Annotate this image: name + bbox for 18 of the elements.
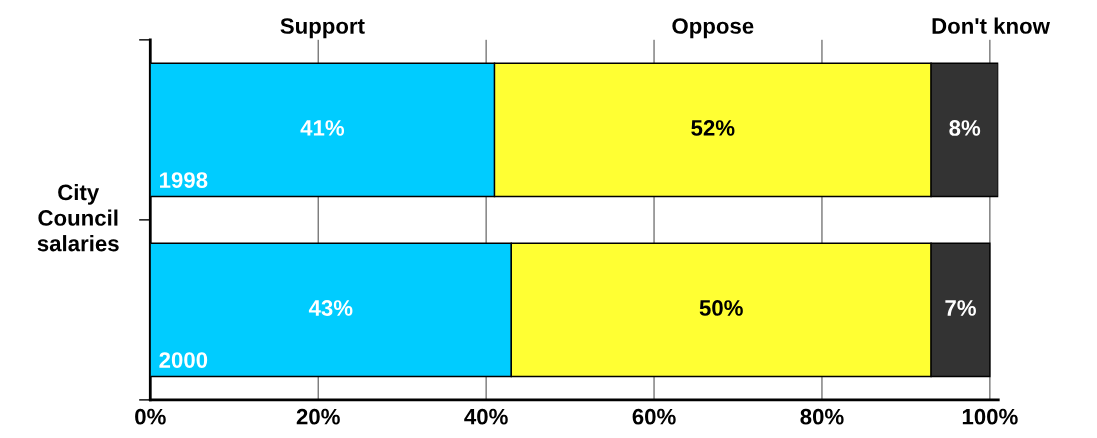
y-axis-title: City Council salaries bbox=[37, 183, 119, 252]
series-label: Support bbox=[280, 18, 365, 39]
data-label: 7% bbox=[945, 300, 976, 316]
x-tick-label: 0% bbox=[135, 408, 166, 425]
data-label: 52% bbox=[691, 120, 735, 136]
x-tick-label: 80% bbox=[800, 408, 844, 425]
data-label: 50% bbox=[699, 300, 743, 316]
data-label: 43% bbox=[308, 300, 353, 316]
y-tick-label: 1998 bbox=[160, 172, 208, 188]
y-tick-label: 2000 bbox=[159, 352, 208, 368]
data-label: 8% bbox=[949, 120, 981, 136]
x-tick-label: 60% bbox=[632, 408, 676, 425]
x-tick-label: 100% bbox=[962, 408, 1018, 425]
x-tick-label: 20% bbox=[296, 408, 340, 425]
series-label: Don't know bbox=[932, 17, 1050, 34]
series-label: Oppose bbox=[672, 18, 754, 39]
data-label: 41% bbox=[300, 120, 345, 136]
x-tick-label: 40% bbox=[464, 408, 508, 425]
